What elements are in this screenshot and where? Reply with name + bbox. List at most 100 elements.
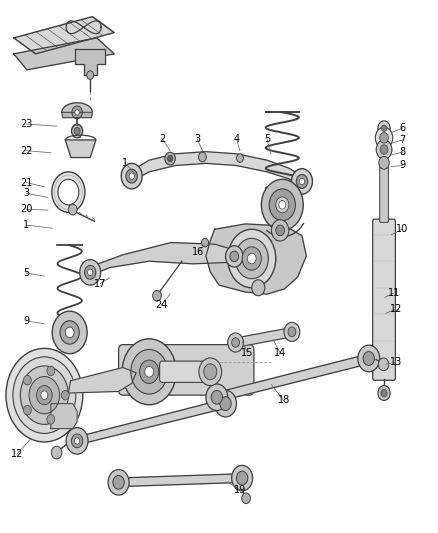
Text: 17: 17 [94,279,106,288]
Circle shape [279,200,286,209]
Circle shape [58,179,79,205]
Text: 21: 21 [20,177,32,188]
FancyBboxPatch shape [373,219,396,380]
Text: 1: 1 [23,220,29,230]
Circle shape [74,127,80,135]
Circle shape [380,145,388,155]
Polygon shape [14,38,114,70]
Circle shape [71,124,83,138]
Circle shape [252,280,265,296]
Circle shape [87,71,94,79]
Circle shape [375,127,393,149]
Text: 10: 10 [396,224,409,235]
Text: 3: 3 [194,134,200,144]
Circle shape [145,367,153,377]
Circle shape [129,173,134,179]
Text: 2: 2 [159,134,166,144]
Text: 5: 5 [264,134,270,144]
Polygon shape [206,224,306,294]
Circle shape [237,471,248,485]
Polygon shape [117,474,244,487]
Circle shape [41,391,48,399]
Text: 11: 11 [388,288,400,298]
Text: 8: 8 [399,147,406,157]
Circle shape [201,238,208,247]
Circle shape [65,327,74,338]
Text: 6: 6 [399,123,406,133]
Circle shape [204,364,217,379]
Circle shape [80,260,101,285]
Circle shape [68,204,77,215]
Text: 23: 23 [20,119,32,129]
Circle shape [131,350,167,394]
Circle shape [237,154,244,163]
Text: 12: 12 [390,304,402,314]
Text: 3: 3 [23,188,29,198]
Circle shape [71,434,83,448]
Polygon shape [62,103,92,112]
Circle shape [272,220,289,241]
Text: 24: 24 [155,300,168,310]
Circle shape [60,321,79,344]
Circle shape [232,338,240,348]
Circle shape [47,415,55,424]
Circle shape [242,493,251,504]
Circle shape [52,311,87,354]
FancyBboxPatch shape [119,345,254,395]
Circle shape [13,357,76,433]
Polygon shape [74,399,229,445]
Circle shape [363,352,374,366]
Text: 1: 1 [122,158,128,168]
Polygon shape [68,368,136,393]
Circle shape [296,174,307,188]
Polygon shape [215,354,371,401]
Circle shape [380,133,389,143]
Circle shape [152,290,161,301]
Circle shape [88,269,93,276]
Text: 18: 18 [278,395,290,406]
Polygon shape [14,17,114,54]
Text: 4: 4 [233,134,240,144]
Circle shape [199,358,222,385]
Polygon shape [132,152,302,187]
Circle shape [24,406,32,415]
Circle shape [376,140,392,159]
Circle shape [291,168,312,194]
Text: 15: 15 [241,348,254,358]
Circle shape [284,322,300,342]
Circle shape [242,247,261,270]
Circle shape [122,339,176,405]
Text: 12: 12 [11,449,24,458]
Circle shape [235,238,268,279]
Circle shape [66,427,88,454]
Circle shape [269,189,295,221]
Circle shape [206,384,228,410]
Circle shape [215,390,237,417]
Circle shape [47,366,55,376]
Polygon shape [86,243,237,277]
Text: 13: 13 [390,357,402,367]
Circle shape [228,333,244,352]
Circle shape [299,178,304,184]
FancyBboxPatch shape [380,162,389,222]
Circle shape [198,152,206,162]
Text: 20: 20 [20,204,32,214]
FancyBboxPatch shape [159,361,213,382]
Circle shape [85,265,96,279]
Circle shape [358,345,380,372]
Circle shape [24,375,32,385]
Circle shape [51,446,62,459]
Circle shape [108,470,129,495]
Polygon shape [62,112,92,118]
Polygon shape [75,49,106,75]
Circle shape [247,253,256,264]
Text: 19: 19 [234,485,246,495]
Text: 5: 5 [23,268,29,278]
Circle shape [167,156,173,162]
Circle shape [126,169,138,183]
Circle shape [6,349,83,442]
Circle shape [61,390,69,400]
Text: 9: 9 [399,160,406,171]
Text: 14: 14 [274,348,286,358]
Circle shape [140,360,159,383]
